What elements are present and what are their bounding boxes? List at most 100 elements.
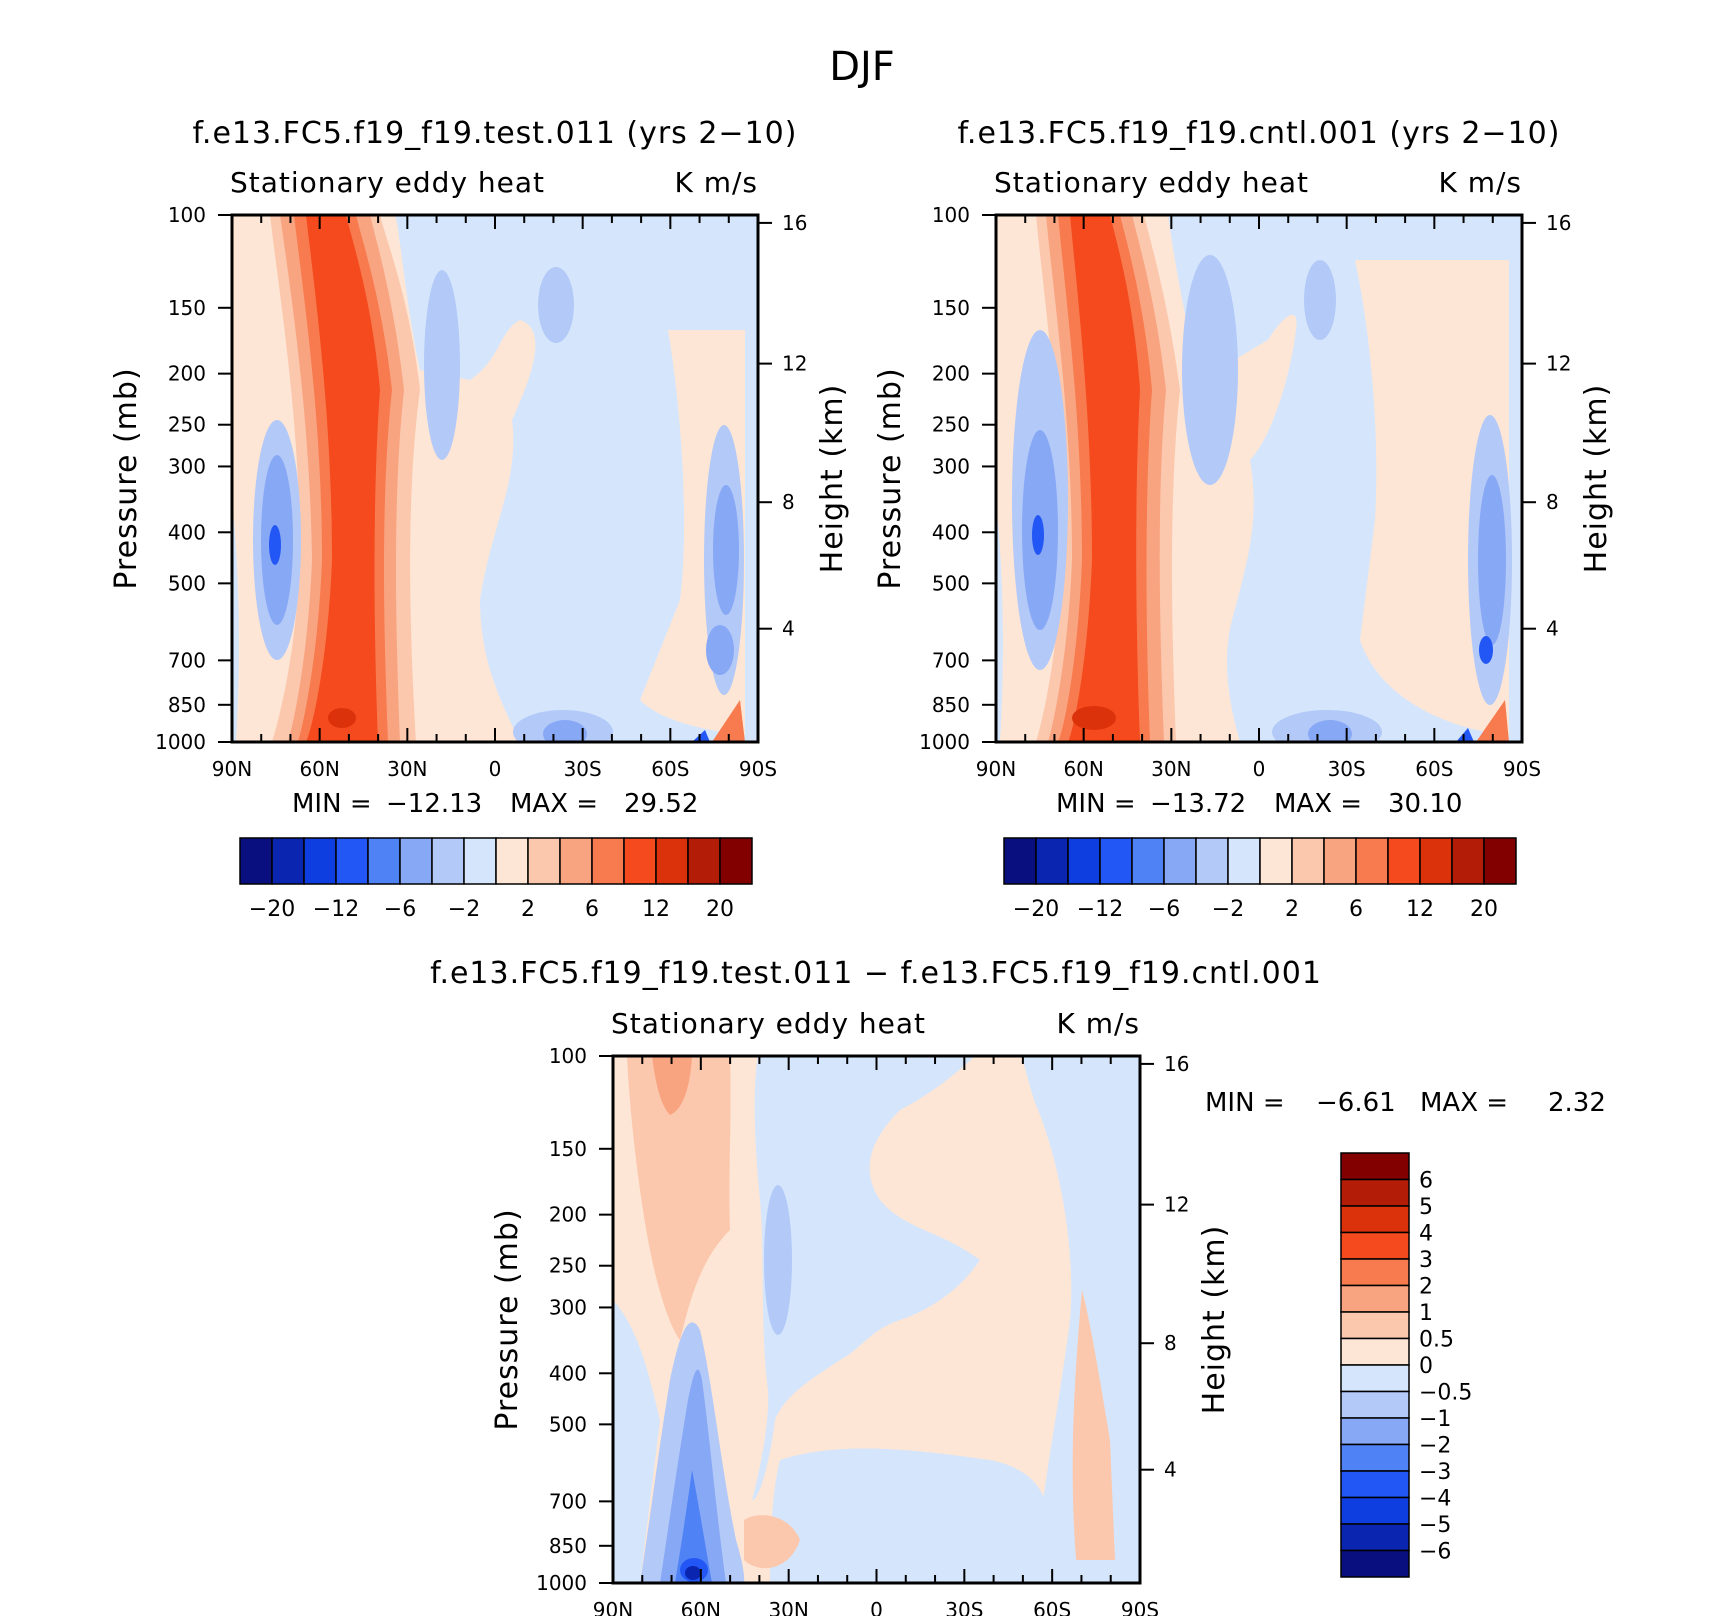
panel-diff-max-label: MAX =: [1420, 1088, 1508, 1118]
colorbar-tick-label: −5: [1419, 1513, 1451, 1538]
colorbar-box: [1340, 1231, 1410, 1260]
colorbar-box: [719, 837, 753, 885]
pressure-tick-label: 250: [168, 413, 206, 437]
colorbar-box: [1483, 837, 1517, 885]
contour-negative-2: [1308, 720, 1352, 742]
height-tick-label: 16: [1546, 211, 1571, 235]
contour-negative-1: [538, 267, 574, 343]
panel-test-title: f.e13.FC5.f19_f19.test.011 (yrs 2−10): [193, 116, 798, 151]
height-tick-label: 4: [782, 617, 795, 641]
pressure-tick-label: 700: [549, 1489, 587, 1513]
contour-positive-1: [627, 1056, 731, 1340]
pressure-tick-label: 400: [168, 520, 206, 544]
pressure-tick-label: 300: [168, 454, 206, 478]
colorbar-tick-label: −2: [1212, 897, 1244, 922]
contour-negative-corner: [692, 730, 710, 742]
colorbar-box: [1355, 837, 1389, 885]
panel-diff-min-label: MIN =: [1205, 1088, 1285, 1118]
contour-negative-3: [1032, 515, 1044, 555]
contour-positive-1: [744, 1515, 800, 1569]
colorbar-tick-label: 0: [1419, 1354, 1433, 1379]
height-axis-label: Height (km): [1197, 1225, 1232, 1415]
panel-diff-max-value: 2.32: [1548, 1088, 1606, 1118]
colorbar-tick-label: −20: [1013, 897, 1059, 922]
colorbar-tick-label: −3: [1419, 1460, 1451, 1485]
lat-tick-label: 0: [489, 757, 502, 781]
contour-negative-0: [752, 1056, 980, 1500]
colorbar-tick-label: −12: [313, 897, 359, 922]
panel-test-max-value: 29.52: [624, 789, 698, 819]
pressure-tick-label: 500: [168, 571, 206, 595]
colorbar-box: [1340, 1364, 1410, 1393]
contour-negative-0: [770, 1448, 1053, 1583]
panel-diff-axes: 100 150 200 250 300 400 500 700 850 1000 16 12 8 4 90N…: [490, 1044, 1232, 1616]
colorbar-box: [1259, 837, 1293, 885]
panel-diff-units: K m/s: [1056, 1007, 1140, 1040]
pressure-tick-label: 100: [168, 203, 206, 227]
colorbar-tick-label: 0.5: [1419, 1328, 1454, 1353]
pressure-tick-label: 700: [932, 648, 970, 672]
colorbar-box: [1340, 1311, 1410, 1340]
contour-negative-3: [675, 1470, 712, 1583]
panel-diff-variable: Stationary eddy heat: [611, 1007, 926, 1040]
colorbar-tick-label: 2: [521, 897, 535, 922]
colorbar-box: [1340, 1284, 1410, 1313]
pressure-axis-label: Pressure (mb): [109, 367, 144, 589]
contour-positive-2: [652, 1056, 692, 1115]
colorbar-box: [1340, 1205, 1410, 1234]
colorbar-box: [1340, 1470, 1410, 1499]
pressure-tick-label: 1000: [536, 1571, 587, 1595]
pressure-tick-label: 700: [168, 648, 206, 672]
panel-test-max-label: MAX =: [510, 789, 598, 819]
contour-negative-2: [706, 625, 734, 675]
contour-positive-max: [328, 708, 356, 728]
pressure-tick-label: 150: [549, 1137, 587, 1161]
lat-tick-label: 30S: [1328, 757, 1366, 781]
lat-tick-label: 90N: [212, 757, 252, 781]
height-tick-label: 4: [1546, 617, 1559, 641]
colorbar-box: [1340, 1178, 1410, 1207]
colorbar-box: [1340, 1258, 1410, 1287]
pressure-tick-label: 850: [168, 693, 206, 717]
height-tick-label: 16: [1164, 1052, 1189, 1076]
lat-tick-label: 90S: [739, 757, 777, 781]
colorbar-box: [1340, 1443, 1410, 1472]
pressure-tick-label: 300: [549, 1295, 587, 1319]
lat-tick-label: 30S: [945, 1598, 983, 1616]
lat-tick-label: 90S: [1503, 757, 1541, 781]
colorbar-box: [1340, 1337, 1410, 1366]
colorbar-tick-label: 12: [642, 897, 670, 922]
panel-test-axes: 100 150 200 250 300 400 500 700 850 1000 16 12 8 4 90N…: [109, 203, 850, 781]
colorbar-box: [1340, 1496, 1410, 1525]
panel-diff-min-value: −6.61: [1316, 1088, 1396, 1118]
lat-tick-label: 0: [1253, 757, 1266, 781]
colorbar-tick-label: −20: [249, 897, 295, 922]
colorbar-tick-label: 2: [1419, 1275, 1433, 1300]
panel-cntl-max-value: 30.10: [1388, 789, 1462, 819]
pressure-axis-label: Pressure (mb): [490, 1208, 525, 1430]
colorbar-tick-label: −6: [384, 897, 416, 922]
pressure-axis-label: Pressure (mb): [873, 367, 908, 589]
contour-positive-corner: [1476, 700, 1509, 742]
colorbar-box: [1291, 837, 1325, 885]
contour-negative-2: [543, 720, 587, 742]
colorbar-box: [1419, 837, 1453, 885]
colorbar-tick-label: −4: [1419, 1487, 1451, 1512]
panel-cntl-axes: 100 150 200 250 300 400 500 700 850 1000 16 12 8 4 90N…: [873, 203, 1614, 781]
panel-test-min-label: MIN =: [292, 789, 372, 819]
colorbar-box: [495, 837, 529, 885]
lat-tick-label: 60S: [1415, 757, 1453, 781]
panel-cntl-colorbar: −20 −12 −6 −2 2 6 12 20: [1003, 837, 1517, 922]
contour-negative-1: [424, 270, 460, 460]
colorbar-box: [1340, 1523, 1410, 1552]
lat-tick-label: 30N: [387, 757, 427, 781]
colorbar-tick-label: 20: [706, 897, 734, 922]
colorbar-tick-label: −2: [1419, 1434, 1451, 1459]
contour-negative-2: [713, 485, 739, 615]
colorbar-box: [1387, 837, 1421, 885]
colorbar-box: [271, 837, 305, 885]
colorbar-tick-label: 6: [1419, 1169, 1433, 1194]
lat-tick-label: 90N: [976, 757, 1016, 781]
contour-negative-3: [1479, 636, 1493, 664]
